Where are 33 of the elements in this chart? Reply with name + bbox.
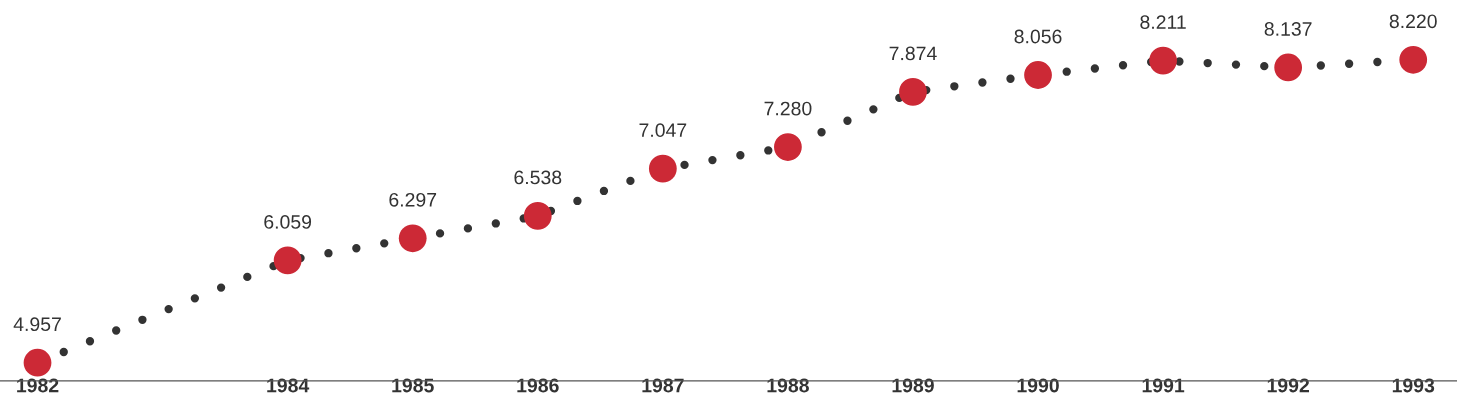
point	[273, 246, 302, 275]
data-label: 6.297	[389, 192, 437, 207]
data-label: 4.957	[13, 317, 61, 332]
x-tick-label: 1988	[767, 378, 809, 393]
x-tick-label: 1985	[392, 378, 434, 393]
data-label: 6.538	[514, 170, 562, 185]
x-tick-label: 1986	[517, 378, 559, 393]
point	[648, 154, 677, 183]
x-tick-label: 1992	[1267, 378, 1310, 393]
data-label: 7.047	[639, 123, 687, 138]
data-label: 8.137	[1264, 22, 1312, 36]
x-tick-label: 1984	[267, 378, 310, 393]
point	[1149, 46, 1177, 75]
data-label: 6.059	[264, 215, 312, 229]
point	[1399, 45, 1428, 74]
point	[1024, 61, 1052, 89]
x-tick-label: 1987	[642, 378, 684, 393]
point	[523, 202, 552, 230]
point	[774, 133, 802, 161]
point	[1274, 53, 1303, 82]
data-label: 7.280	[764, 101, 812, 116]
point	[23, 348, 52, 377]
x-tick-label: 1989	[892, 378, 934, 393]
point	[398, 224, 427, 253]
x-tick-label: 1982	[17, 378, 59, 393]
x-tick-label: 1993	[1392, 378, 1435, 393]
data-label: 7.874	[889, 46, 937, 61]
data-label: 8.211	[1140, 15, 1186, 29]
x-tick-label: 1990	[1017, 378, 1059, 393]
x-tick-label: 1991	[1142, 378, 1185, 393]
data-label: 8.220	[1389, 14, 1437, 29]
data-label: 8.056	[1014, 29, 1062, 44]
point	[899, 78, 927, 106]
